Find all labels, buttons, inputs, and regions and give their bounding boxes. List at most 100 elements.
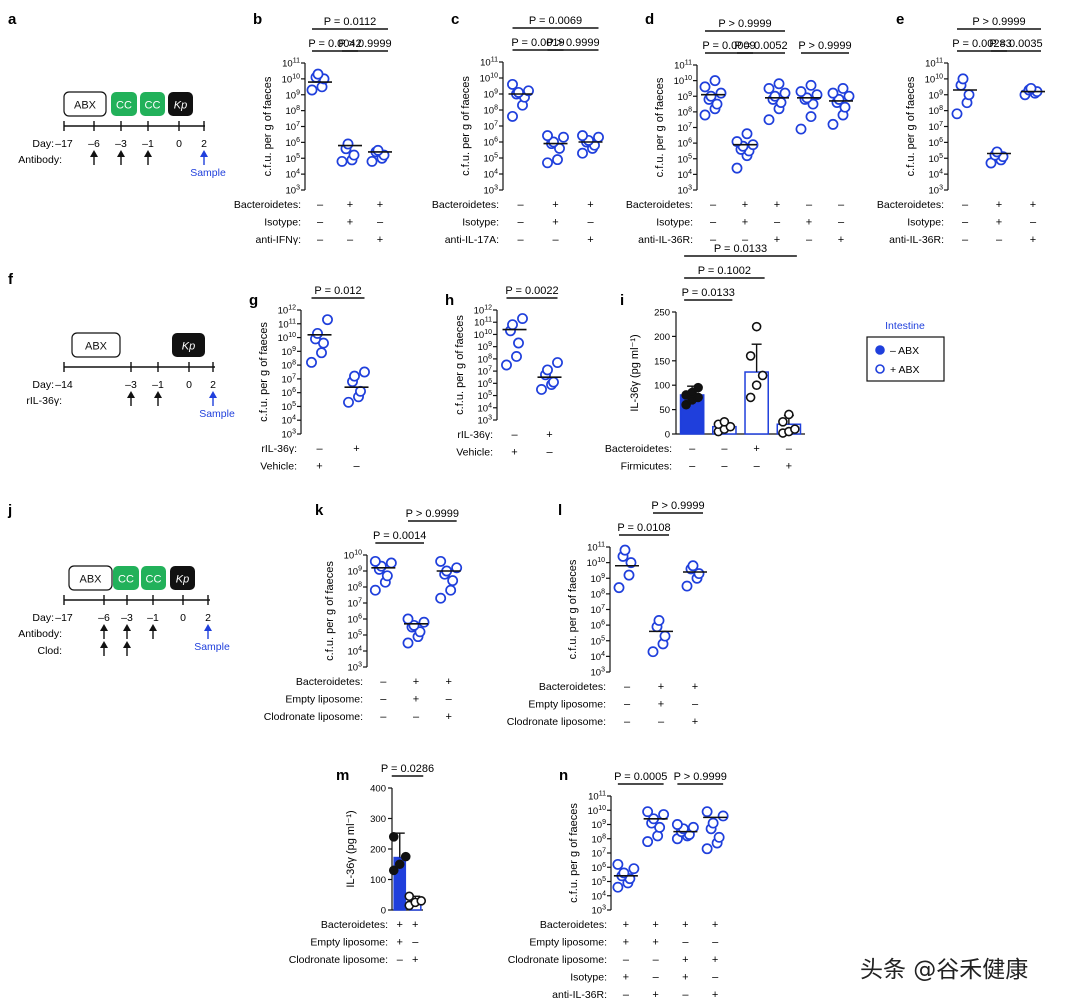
day-label: 2 [201, 138, 207, 150]
panel-j: j –17 –6 –3 –1 0 2 Day: ABX CC CC Kp Antibody: Clod: S… [7, 502, 230, 657]
y-tick-label: 104 [286, 169, 301, 181]
data-point [790, 424, 800, 434]
condition-sign: + [692, 681, 698, 693]
y-tick-label: 105 [592, 876, 607, 888]
data-point [316, 347, 327, 359]
y-tick-label: 108 [484, 105, 499, 117]
condition-sign: + [316, 461, 322, 473]
condition-sign: + [692, 716, 698, 728]
condition-sign: + [587, 234, 593, 246]
timeline-box-label: ABX [74, 100, 97, 112]
data-point [827, 87, 839, 99]
p-value-label: P > 0.9999 [972, 16, 1025, 28]
data-point [388, 831, 399, 842]
y-tick-label: 400 [370, 784, 386, 795]
condition-sign: – [721, 443, 728, 455]
panel-f: f –14 –3 –1 0 2 Day: ABX Kp rIL-36γ: Sample [8, 271, 235, 420]
day-label: –1 [142, 138, 154, 150]
data-point [349, 370, 360, 382]
sample-arrow-head [200, 150, 208, 157]
condition-sign: – [624, 716, 631, 728]
data-point [619, 544, 631, 556]
condition-sign: + [623, 972, 629, 984]
legend-marker [875, 345, 885, 355]
data-point [513, 337, 524, 349]
condition-sign: – [511, 429, 518, 441]
p-value-label: P = 0.0009 [702, 40, 755, 52]
p-value-label: P = 0.0019 [511, 37, 564, 49]
arrow-head [123, 624, 131, 631]
day-label: –3 [115, 138, 127, 150]
panel-label: a [8, 11, 17, 28]
p-value-label: P > 0.9999 [674, 771, 727, 783]
y-tick-label: 1010 [344, 550, 362, 562]
p-value-label: P = 0.0014 [373, 530, 426, 542]
data-point [991, 146, 1003, 158]
arrow-head [149, 624, 157, 631]
condition-sign: + [377, 199, 383, 211]
y-tick-label: 1011 [588, 791, 606, 803]
condition-sign: – [380, 711, 387, 723]
arrow-head [127, 391, 135, 398]
panel-label: g [249, 292, 258, 309]
data-point [343, 396, 354, 408]
y-tick-label: 1010 [588, 805, 606, 817]
data-point [523, 85, 534, 97]
data-point [773, 78, 785, 90]
y-axis-label: c.f.u. per g of faeces [454, 315, 466, 415]
condition-sign: – [1030, 217, 1037, 229]
data-point [306, 356, 317, 368]
y-tick-label: 109 [484, 89, 499, 101]
treatment-row-label: Antibody: [18, 628, 62, 640]
panel-label: j [7, 502, 12, 519]
data-point [701, 843, 713, 855]
panel-label: n [559, 767, 568, 784]
data-point [725, 421, 736, 432]
y-tick-label: 1011 [282, 58, 300, 70]
y-tick-label: 107 [929, 121, 944, 133]
data-point [418, 616, 430, 628]
condition-label: Vehicle: [456, 447, 493, 459]
data-point [741, 128, 753, 140]
condition-sign: – [316, 443, 323, 455]
panel-label: i [620, 292, 624, 309]
data-point [355, 385, 366, 397]
y-tick-label: 104 [484, 169, 499, 181]
panel-label: b [253, 11, 262, 28]
y-tick-label: 107 [282, 373, 297, 385]
y-tick-label: 104 [478, 402, 493, 414]
y-tick-label: 106 [286, 137, 301, 149]
y-axis-label: IL-36γ (pg ml⁻¹) [345, 810, 357, 887]
legend-marker [875, 364, 885, 374]
condition-label: Bacteroidetes: [877, 199, 944, 211]
panel-b: b 103 104 105 106 107 108 109 1010 1011 c.f.u. per… [234, 11, 392, 246]
data-point [654, 821, 666, 833]
y-axis-label: c.f.u. per g of faeces [567, 559, 579, 659]
day-label: –1 [147, 612, 159, 624]
y-tick-label: 1011 [587, 542, 605, 554]
timeline-box [63, 91, 107, 117]
panel-label: f [8, 271, 14, 288]
timeline-box [168, 92, 193, 116]
treatment-row-label: Antibody: [18, 154, 62, 166]
condition-sign: – [653, 954, 660, 966]
timeline-box-label: Kp [176, 574, 189, 586]
y-axis-label: c.f.u. per g of faeces [905, 76, 917, 176]
condition-sign: – [996, 234, 1003, 246]
legend-entry: + ABX [890, 364, 919, 376]
timeline-box-label: CC [116, 100, 132, 112]
condition-sign: + [353, 443, 359, 455]
condition-sign: – [624, 699, 631, 711]
sample-arrow-head [209, 391, 217, 398]
p-value-label: P > 0.9999 [338, 38, 391, 50]
condition-label: Bacteroidetes: [432, 199, 499, 211]
data-point [707, 817, 719, 829]
arrow-head [100, 624, 108, 631]
timeline-box-label: Kp [182, 341, 195, 353]
data-point [404, 891, 415, 902]
condition-sign: + [652, 937, 658, 949]
treatment-row-label: Clod: [37, 645, 62, 657]
y-tick-label: 1012 [474, 305, 492, 317]
